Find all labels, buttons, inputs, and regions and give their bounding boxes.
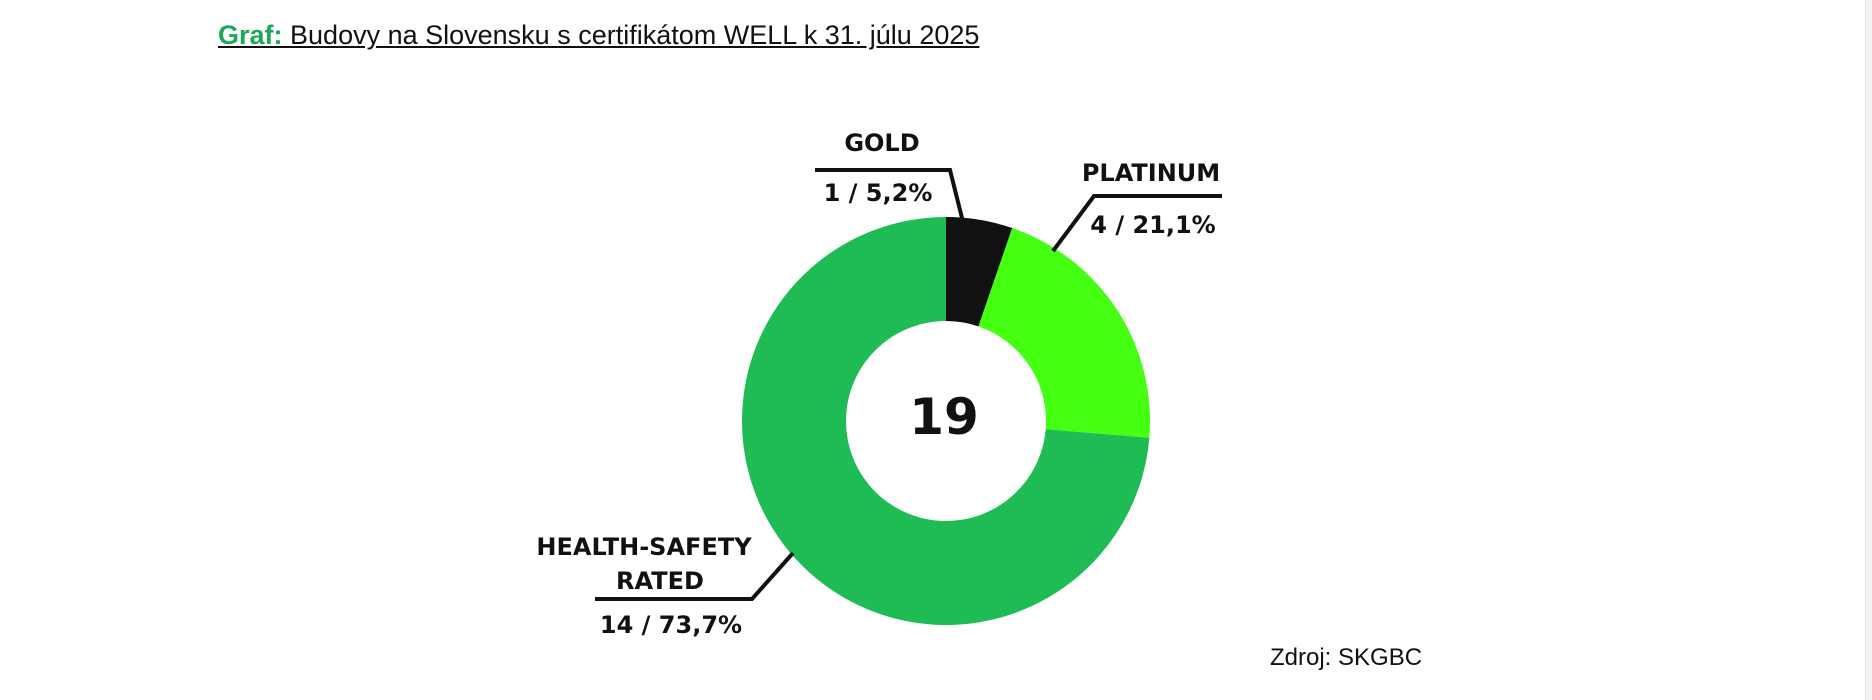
slice-name-platinum: PLATINUM [1082, 159, 1220, 187]
leader-line-health-safety [595, 551, 795, 601]
center-total-label: 19 [909, 388, 979, 446]
slice-value-platinum: 4 / 21,1% [1090, 211, 1215, 239]
slice-name-health-safety-line2: RATED [616, 567, 704, 595]
source-note: Zdroj: SKGBC [1270, 644, 1423, 671]
chart-title: Graf: Budovy na Slovensku s certifikátom… [218, 20, 979, 51]
donut-slices [742, 217, 1150, 626]
slice-value-gold: 1 / 5,2% [824, 179, 933, 207]
donut-slice-platinum [978, 228, 1150, 438]
leader-line-platinum [1051, 194, 1222, 253]
slice-name-health-safety-line1: HEALTH-SAFETY [536, 533, 752, 561]
slice-name-gold: GOLD [844, 129, 919, 157]
donut-slice-health-safety-rated [742, 217, 1150, 626]
title-prefix: Graf: [218, 20, 283, 50]
leader-line-gold [815, 168, 965, 223]
right-edge-border [1865, 0, 1872, 700]
slice-value-health-safety: 14 / 73,7% [600, 611, 742, 639]
title-text: Budovy na Slovensku s certifikátom WELL … [290, 20, 980, 50]
donut-slice-gold [946, 217, 1013, 327]
